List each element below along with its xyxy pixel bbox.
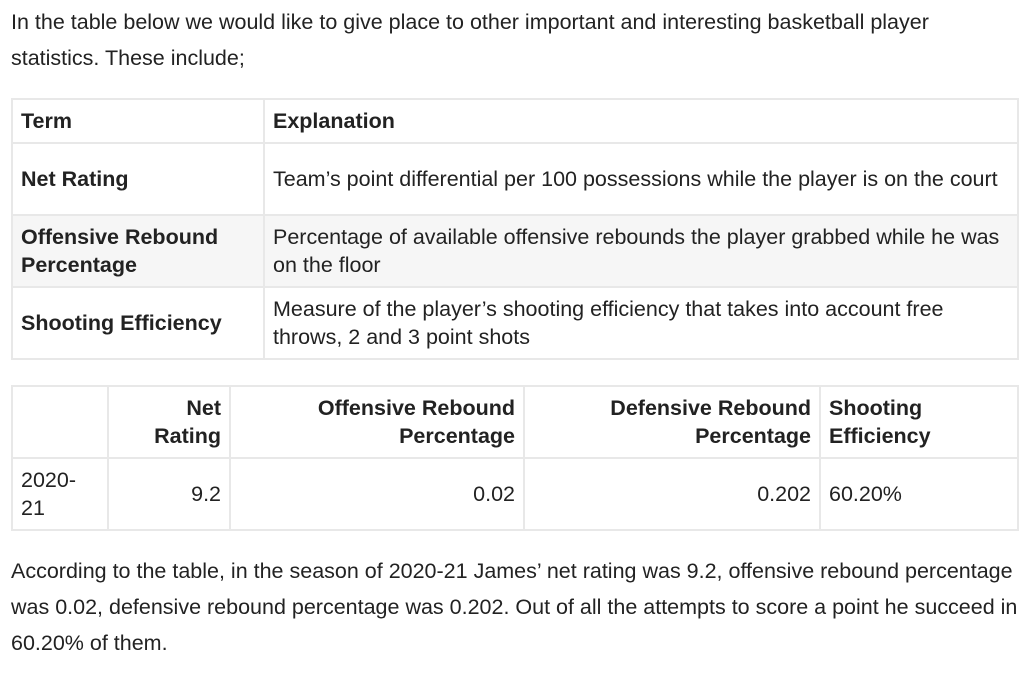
explanation-cell: Team’s point differential per 100 posses… [263, 142, 1019, 216]
term-cell: Shooting Efficiency [11, 286, 265, 360]
terms-table: Term Explanation Net Rating Team’s point… [11, 98, 1019, 360]
explanation-cell: Measure of the player’s shooting efficie… [263, 286, 1019, 360]
table-row: Net Rating Team’s point differential per… [11, 142, 1019, 216]
header-term: Term [11, 98, 265, 144]
season-cell: 2020-21 [11, 457, 109, 531]
stats-table: Net Rating Offensive Rebound Percentage … [11, 385, 1019, 531]
terms-header-row: Term Explanation [11, 98, 1019, 144]
shooting-efficiency-cell: 60.20% [819, 457, 1019, 531]
table-row: Shooting Efficiency Measure of the playe… [11, 286, 1019, 360]
net-rating-cell: 9.2 [107, 457, 231, 531]
header-shooting-efficiency: Shooting Efficiency [819, 385, 1019, 459]
table-row: Offensive Rebound Percentage Percentage … [11, 214, 1019, 288]
header-explanation: Explanation [263, 98, 1019, 144]
header-offensive-rebound: Offensive Rebound Percentage [229, 385, 525, 459]
header-season [11, 385, 109, 459]
intro-paragraph: In the table below we would like to give… [11, 10, 929, 70]
defensive-rebound-cell: 0.202 [523, 457, 821, 531]
term-cell: Net Rating [11, 142, 265, 216]
header-defensive-rebound: Defensive Rebound Percentage [523, 385, 821, 459]
table-row: 2020-21 9.2 0.02 0.202 60.20% [11, 457, 1019, 531]
summary-paragraph: According to the table, in the season of… [11, 559, 1018, 655]
term-cell: Offensive Rebound Percentage [11, 214, 265, 288]
explanation-cell: Percentage of available offensive reboun… [263, 214, 1019, 288]
offensive-rebound-cell: 0.02 [229, 457, 525, 531]
header-net-rating: Net Rating [107, 385, 231, 459]
stats-header-row: Net Rating Offensive Rebound Percentage … [11, 385, 1019, 459]
